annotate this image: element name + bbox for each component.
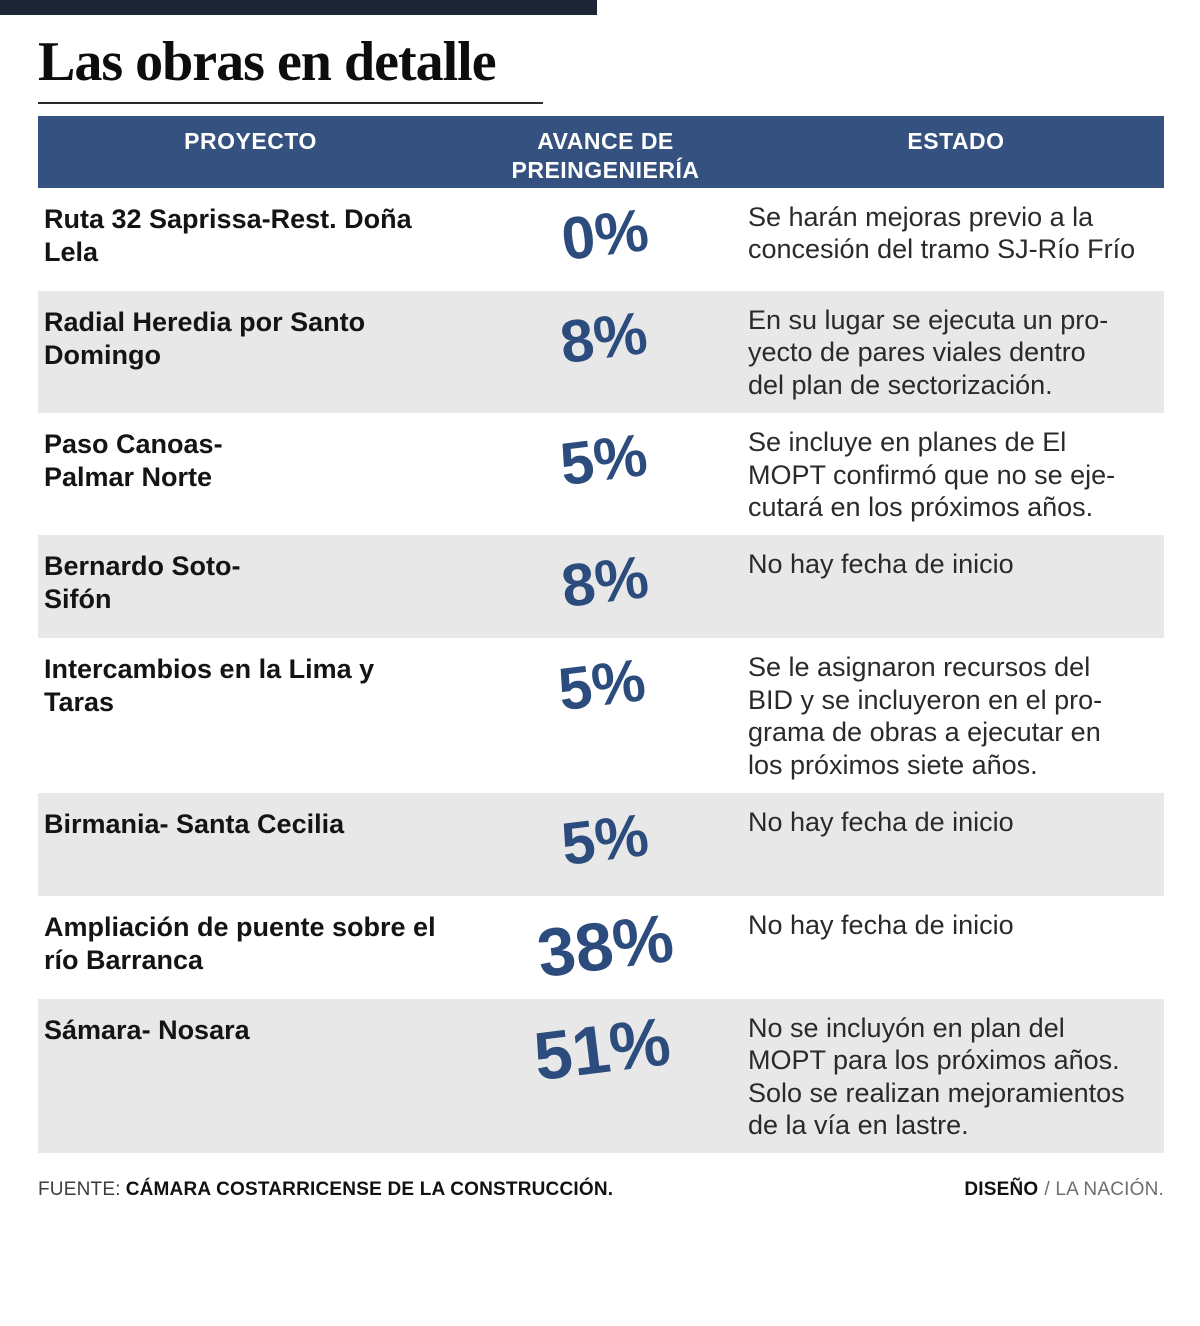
status-text: Se le asignaron recursos del BID y se in… xyxy=(748,652,1103,780)
project-name: Ampliación de puente sobre el río Barran… xyxy=(44,911,436,975)
status-text: En su lugar se ejecuta un pro- yecto de … xyxy=(748,305,1109,400)
source-value: CÁMARA COSTARRICENSE DE LA CONSTRUCCIÓN. xyxy=(125,1179,614,1201)
source-credit: FUENTE: CÁMARA COSTARRICENSE DE LA CONSTR… xyxy=(38,1179,613,1201)
title-underline xyxy=(38,102,543,104)
status-text: No hay fecha de inicio xyxy=(748,806,1014,837)
status-text: No hay fecha de inicio xyxy=(748,909,1014,940)
status-text: No hay fecha de inicio xyxy=(748,549,1014,580)
design-label: DISEÑO xyxy=(964,1179,1039,1201)
source-label: FUENTE: xyxy=(38,1179,121,1201)
top-accent-bar xyxy=(0,0,597,15)
project-name: Sámara- Nosara xyxy=(44,1014,250,1045)
table-row: Paso Canoas- Palmar Norte 5% Se incluye … xyxy=(38,413,1164,535)
table-row: Birmania- Santa Cecilia 5% No hay fecha … xyxy=(38,792,1164,896)
header-estado: ESTADO xyxy=(907,128,1005,154)
project-name: Paso Canoas- Palmar Norte xyxy=(44,429,223,493)
project-name: Intercambios en la Lima y Taras xyxy=(44,654,375,718)
table-row: Bernardo Soto- Sifón 8% No hay fecha de … xyxy=(38,535,1164,639)
progress-percentage: 51% xyxy=(529,1003,675,1096)
projects-table: PROYECTO AVANCE DE PREINGENIERÍA ESTADO … xyxy=(38,116,1164,1154)
page-title: Las obras en detalle xyxy=(38,31,497,93)
design-value: / LA NACIÓN. xyxy=(1044,1179,1164,1201)
table-body: Ruta 32 Saprissa-Rest. Doña Lela 0% Se h… xyxy=(38,188,1164,1154)
table-row: Sámara- Nosara 51% No se incluyón en pla… xyxy=(38,998,1164,1154)
header-avance-de-preingenieria: AVANCE DE PREINGENIERÍA xyxy=(511,128,700,184)
project-name: Radial Heredia por Santo Domingo xyxy=(44,307,366,370)
table-row: Intercambios en la Lima y Taras 5% Se le… xyxy=(38,638,1164,793)
table-row: Radial Heredia por Santo Domingo 8% En s… xyxy=(38,291,1164,414)
status-text: No se incluyón en plan del MOPT para los… xyxy=(748,1012,1125,1141)
table-row: Ampliación de puente sobre el río Barran… xyxy=(38,896,1164,999)
header-proyecto: PROYECTO xyxy=(184,128,317,154)
project-name: Ruta 32 Saprissa-Rest. Doña Lela xyxy=(44,204,412,267)
table-row: Ruta 32 Saprissa-Rest. Doña Lela 0% Se h… xyxy=(38,188,1164,291)
footer: FUENTE: CÁMARA COSTARRICENSE DE LA CONSTR… xyxy=(38,1179,1164,1201)
status-text: Se harán mejoras previo a la concesión d… xyxy=(748,202,1136,265)
status-text: Se incluye en planes de El MOPT confirmó… xyxy=(748,427,1116,522)
design-credit: DISEÑO / LA NACIÓN. xyxy=(964,1179,1164,1201)
table-header: PROYECTO AVANCE DE PREINGENIERÍA ESTADO xyxy=(38,116,1164,188)
project-name: Birmania- Santa Cecilia xyxy=(44,808,345,839)
project-name: Bernardo Soto- Sifón xyxy=(44,551,241,615)
